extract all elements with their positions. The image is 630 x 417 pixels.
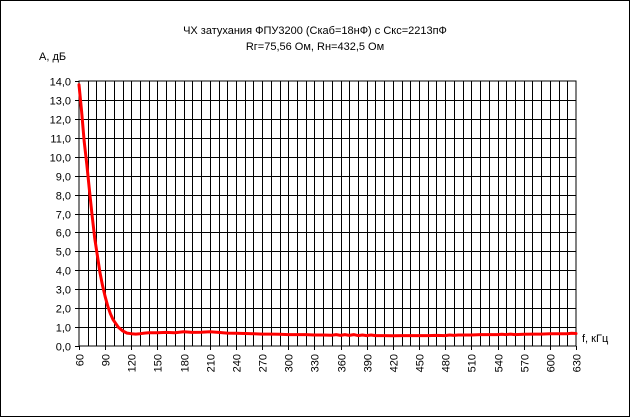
y-tick-label: 9,0 — [56, 172, 71, 184]
y-tick-label: 14,0 — [50, 77, 71, 89]
x-tick-label: 570 — [520, 354, 532, 372]
chart-title: ЧХ затухания ФПУ3200 (Скаб=18нФ) с Скс=2… — [183, 25, 447, 37]
x-tick-label: 60 — [75, 354, 87, 366]
y-tick-label: 5,0 — [56, 247, 71, 259]
x-axis-label: f, кГц — [582, 333, 609, 345]
x-tick-label: 540 — [494, 354, 506, 372]
x-tick-label: 600 — [546, 354, 558, 372]
y-ticks: 0,0 1,0 2,0 3,0 4,0 5,0 6,0 7,0 8,0 9,0 10,0 11,0 12… — [50, 77, 79, 354]
x-tick-label: 330 — [310, 354, 322, 372]
x-tick-label: 210 — [206, 354, 218, 372]
y-tick-label: 6,0 — [56, 228, 71, 240]
x-tick-label: 450 — [415, 354, 427, 372]
x-tick-label: 300 — [284, 354, 296, 372]
x-tick-label: 630 — [572, 354, 584, 372]
x-tick-label: 510 — [467, 354, 479, 372]
y-tick-label: 10,0 — [50, 153, 71, 165]
x-tick-label: 90 — [101, 354, 113, 366]
series-group — [77, 83, 578, 338]
y-tick-label: 1,0 — [56, 323, 71, 335]
x-tick-label: 240 — [232, 354, 244, 372]
series-line — [77, 83, 578, 338]
y-tick-label: 8,0 — [56, 191, 71, 203]
x-tick-label: 150 — [153, 354, 165, 372]
grid — [78, 80, 577, 347]
x-tick-label: 270 — [258, 354, 270, 372]
plot-area — [78, 80, 577, 347]
y-tick-label: 3,0 — [56, 285, 71, 297]
x-tick-label: 480 — [441, 354, 453, 372]
x-tick-label: 360 — [337, 354, 349, 372]
y-tick-label: 7,0 — [56, 210, 71, 222]
y-tick-label: 0,0 — [56, 342, 71, 354]
y-tick-label: 12,0 — [50, 115, 71, 127]
x-tick-label: 390 — [363, 354, 375, 372]
y-tick-label: 13,0 — [50, 96, 71, 108]
y-tick-label: 2,0 — [56, 304, 71, 316]
x-ticks: 60 90 120 150 180 210 240 270 300 330 360 390 420 450… — [75, 346, 584, 372]
y-tick-label: 11,0 — [50, 134, 71, 146]
x-tick-label: 180 — [180, 354, 192, 372]
y-axis-label: A, дБ — [39, 51, 66, 63]
x-tick-label: 420 — [389, 354, 401, 372]
x-tick-label: 120 — [127, 354, 139, 372]
y-tick-label: 4,0 — [56, 266, 71, 278]
chart-subtitle: Rг=75,56 Ом, Rн=432,5 Ом — [246, 41, 384, 53]
